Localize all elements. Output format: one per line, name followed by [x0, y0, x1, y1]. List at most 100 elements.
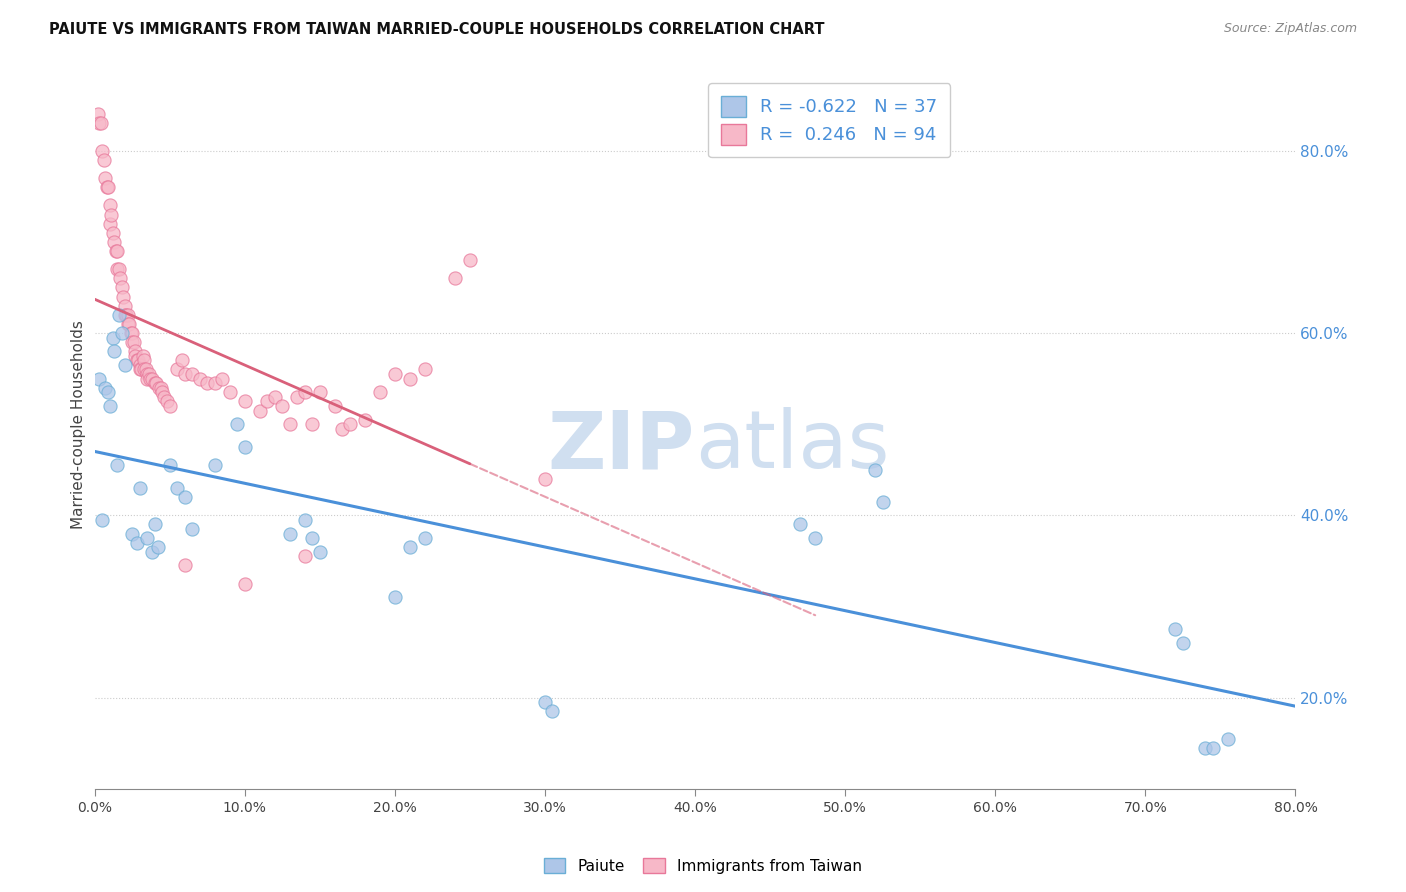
Point: [534, 695, 557, 709]
Point: [129, 362, 152, 376]
Point: [125, 535, 148, 549]
Point: [233, 440, 256, 454]
Point: [115, 308, 138, 322]
Point: [204, 376, 226, 391]
Point: [138, 367, 160, 381]
Point: [233, 394, 256, 409]
Point: [308, 385, 330, 400]
Point: [294, 385, 316, 400]
Point: [204, 458, 226, 473]
Point: [136, 531, 159, 545]
Point: [143, 517, 166, 532]
Point: [139, 371, 162, 385]
Point: [103, 235, 125, 249]
Point: [233, 576, 256, 591]
Point: [145, 376, 167, 391]
Point: [105, 458, 128, 473]
Point: [285, 390, 308, 404]
Point: [91, 144, 114, 158]
Point: [188, 371, 211, 385]
Point: [128, 358, 150, 372]
Point: [150, 385, 173, 400]
Point: [111, 326, 134, 340]
Point: [134, 362, 156, 376]
Point: [354, 412, 377, 426]
Point: [143, 376, 166, 391]
Point: [541, 704, 564, 718]
Point: [170, 353, 193, 368]
Point: [149, 381, 172, 395]
Point: [136, 371, 159, 385]
Point: [100, 208, 122, 222]
Point: [118, 317, 141, 331]
Point: [121, 335, 143, 350]
Point: [135, 362, 157, 376]
Point: [103, 344, 125, 359]
Legend: R = -0.622   N = 37, R =  0.246   N = 94: R = -0.622 N = 37, R = 0.246 N = 94: [709, 83, 950, 157]
Point: [104, 244, 127, 258]
Point: [301, 531, 323, 545]
Point: [117, 317, 139, 331]
Point: [159, 458, 181, 473]
Point: [173, 558, 195, 573]
Point: [1164, 622, 1187, 636]
Point: [146, 540, 169, 554]
Point: [249, 403, 271, 417]
Point: [159, 399, 181, 413]
Text: Source: ZipAtlas.com: Source: ZipAtlas.com: [1223, 22, 1357, 36]
Point: [101, 330, 124, 344]
Point: [128, 481, 150, 495]
Point: [413, 362, 436, 376]
Point: [195, 376, 218, 391]
Point: [107, 308, 129, 322]
Point: [105, 244, 128, 258]
Point: [332, 422, 354, 436]
Point: [112, 289, 135, 303]
Point: [107, 262, 129, 277]
Point: [308, 545, 330, 559]
Point: [97, 385, 120, 400]
Point: [132, 349, 155, 363]
Point: [94, 381, 117, 395]
Point: [114, 299, 136, 313]
Point: [368, 385, 391, 400]
Point: [98, 399, 121, 413]
Point: [458, 253, 481, 268]
Point: [278, 526, 301, 541]
Text: PAIUTE VS IMMIGRANTS FROM TAIWAN MARRIED-COUPLE HOUSEHOLDS CORRELATION CHART: PAIUTE VS IMMIGRANTS FROM TAIWAN MARRIED…: [49, 22, 825, 37]
Point: [121, 526, 143, 541]
Point: [399, 540, 422, 554]
Point: [89, 371, 111, 385]
Point: [93, 153, 115, 167]
Point: [173, 367, 195, 381]
Point: [91, 513, 114, 527]
Point: [218, 385, 240, 400]
Point: [399, 371, 422, 385]
Point: [1171, 636, 1194, 650]
Point: [90, 116, 112, 130]
Point: [278, 417, 301, 432]
Point: [117, 308, 139, 322]
Point: [128, 362, 150, 376]
Point: [96, 180, 118, 194]
Point: [124, 349, 146, 363]
Point: [804, 531, 827, 545]
Point: [294, 549, 316, 564]
Point: [863, 463, 886, 477]
Point: [444, 271, 467, 285]
Point: [1216, 731, 1239, 746]
Point: [1202, 740, 1225, 755]
Point: [141, 545, 163, 559]
Point: [94, 171, 117, 186]
Point: [127, 353, 149, 368]
Point: [226, 417, 249, 432]
Point: [152, 390, 174, 404]
Point: [384, 591, 406, 605]
Point: [271, 399, 294, 413]
Point: [97, 180, 120, 194]
Point: [121, 326, 143, 340]
Point: [211, 371, 233, 385]
Point: [110, 271, 132, 285]
Y-axis label: Married-couple Households: Married-couple Households: [72, 319, 86, 529]
Point: [111, 280, 134, 294]
